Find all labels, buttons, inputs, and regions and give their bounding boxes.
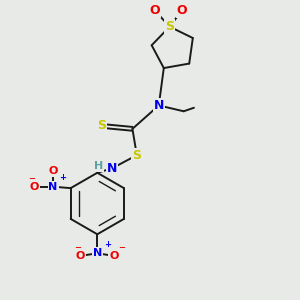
Text: H: H (94, 161, 104, 171)
Text: O: O (48, 167, 58, 176)
Text: O: O (109, 250, 119, 261)
Text: O: O (76, 250, 85, 261)
Text: N: N (154, 99, 164, 112)
Text: N: N (107, 162, 117, 175)
Text: +: + (59, 173, 67, 182)
Text: −: − (118, 243, 125, 252)
Text: N: N (49, 182, 58, 192)
Text: S: S (165, 20, 174, 33)
Text: S: S (97, 119, 106, 132)
Text: +: + (104, 240, 111, 249)
Text: −: − (28, 174, 35, 183)
Text: O: O (150, 4, 160, 17)
Text: N: N (93, 248, 102, 258)
Text: O: O (30, 182, 39, 192)
Text: −: − (74, 243, 81, 252)
Text: S: S (132, 149, 141, 162)
Text: O: O (177, 4, 187, 17)
